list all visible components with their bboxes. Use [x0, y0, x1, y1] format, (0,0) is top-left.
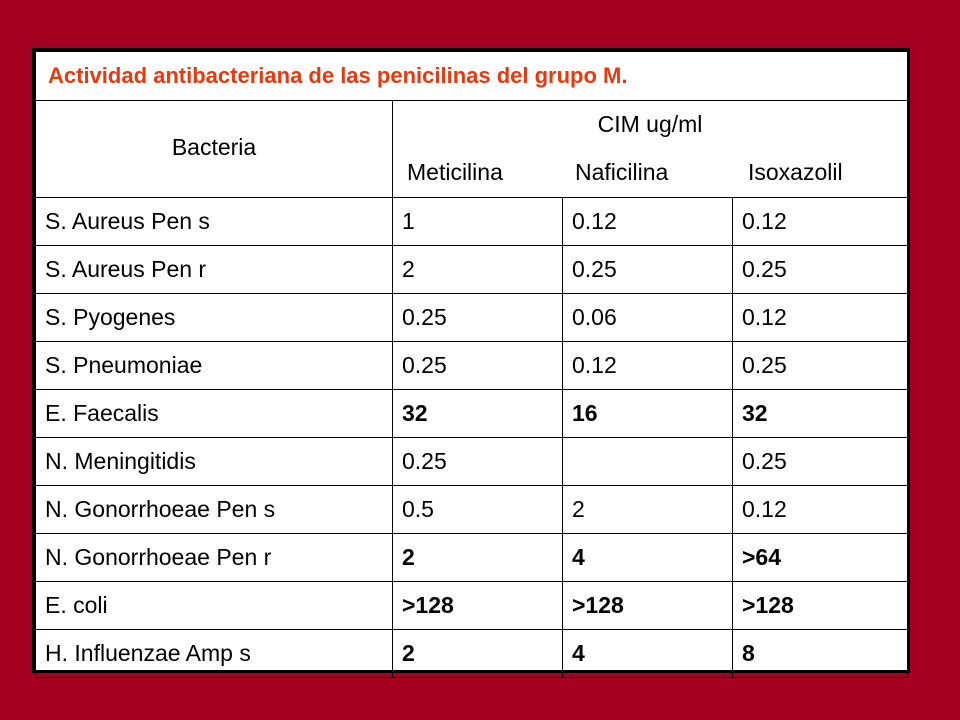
mic-value-cell: >128 — [392, 581, 563, 630]
table-row: E. Faecalis 32 16 32 — [35, 389, 909, 438]
bacteria-cell: N. Gonorrhoeae Pen r — [35, 533, 393, 582]
drug-subheaders: Meticilina Naficilina Isoxazolil — [394, 159, 907, 187]
mic-value-cell: 2 — [392, 629, 563, 678]
mic-value-cell: 32 — [392, 389, 563, 438]
cim-header-label: CIM ug/ml — [597, 111, 703, 137]
bacteria-cell: E. Faecalis — [35, 389, 393, 438]
bacteria-cell: N. Gonorrhoeae Pen s — [35, 485, 393, 534]
table-row: N. Gonorrhoeae Pen s 0.5 2 0.12 — [35, 485, 909, 534]
mic-table: Actividad antibacteriana de las penicili… — [32, 48, 910, 678]
table-row: N. Gonorrhoeae Pen r 2 4 >64 — [35, 533, 909, 582]
mic-value-cell: >128 — [562, 581, 733, 630]
mic-value-cell: 8 — [731, 629, 909, 678]
bacteria-cell: N. Meningitidis — [35, 437, 393, 486]
bacteria-cell: S. Aureus Pen r — [35, 245, 393, 294]
table-header-row: Bacteria CIM ug/ml Meticilina Naficilina… — [35, 100, 909, 198]
mic-value-cell: >64 — [731, 533, 909, 582]
bacteria-cell: S. Aureus Pen s — [35, 197, 393, 246]
mic-value-cell: 0.25 — [392, 437, 563, 486]
bacteria-cell: E. coli — [35, 581, 393, 630]
bacteria-column-header: Bacteria — [35, 100, 393, 198]
mic-value-cell: 16 — [562, 389, 733, 438]
bacteria-cell: S. Pneumoniae — [35, 341, 393, 390]
mic-value-cell: 0.25 — [392, 341, 563, 390]
mic-value-cell: 32 — [731, 389, 909, 438]
drug-header-meticilina: Meticilina — [407, 159, 503, 185]
table-title-row: Actividad antibacteriana de las penicili… — [34, 51, 909, 101]
mic-value-cell: 0.12 — [731, 293, 909, 342]
cim-column-header: CIM ug/ml Meticilina Naficilina Isoxazol… — [391, 100, 909, 198]
table-row: S. Aureus Pen r 2 0.25 0.25 — [35, 245, 909, 294]
mic-value-cell: 1 — [392, 197, 563, 246]
mic-value-cell: 0.25 — [731, 245, 909, 294]
mic-value-cell: >128 — [731, 581, 909, 630]
table-row: S. Pyogenes 0.25 0.06 0.12 — [35, 293, 909, 342]
drug-header-isoxazolil: Isoxazolil — [748, 159, 843, 185]
mic-value-cell: 0.5 — [392, 485, 563, 534]
mic-value-cell: 4 — [562, 629, 733, 678]
table-title: Actividad antibacteriana de las penicili… — [34, 51, 909, 101]
mic-value-cell: 0.12 — [562, 341, 733, 390]
mic-value-cell: 2 — [392, 533, 563, 582]
table-row: S. Pneumoniae 0.25 0.12 0.25 — [35, 341, 909, 390]
mic-value-cell: 0.12 — [731, 485, 909, 534]
mic-value-cell: 0.25 — [392, 293, 563, 342]
mic-value-cell: 0.25 — [731, 341, 909, 390]
mic-value-cell: 0.06 — [562, 293, 733, 342]
mic-value-cell: 2 — [562, 485, 733, 534]
mic-value-cell: 2 — [392, 245, 563, 294]
mic-table-grid: Actividad antibacteriana de las penicili… — [34, 51, 909, 678]
mic-value-cell: 0.12 — [562, 197, 733, 246]
mic-value-cell — [562, 437, 733, 486]
bacteria-cell: H. Influenzae Amp s — [35, 629, 393, 678]
table-row: S. Aureus Pen s 1 0.12 0.12 — [35, 197, 909, 246]
drug-header-naficilina: Naficilina — [575, 159, 669, 185]
table-row: E. coli >128 >128 >128 — [35, 581, 909, 630]
mic-value-cell: 0.25 — [731, 437, 909, 486]
mic-value-cell: 0.25 — [562, 245, 733, 294]
bacteria-cell: S. Pyogenes — [35, 293, 393, 342]
mic-value-cell: 4 — [562, 533, 733, 582]
mic-value-cell: 0.12 — [731, 197, 909, 246]
table-row: N. Meningitidis 0.25 0.25 — [35, 437, 909, 486]
